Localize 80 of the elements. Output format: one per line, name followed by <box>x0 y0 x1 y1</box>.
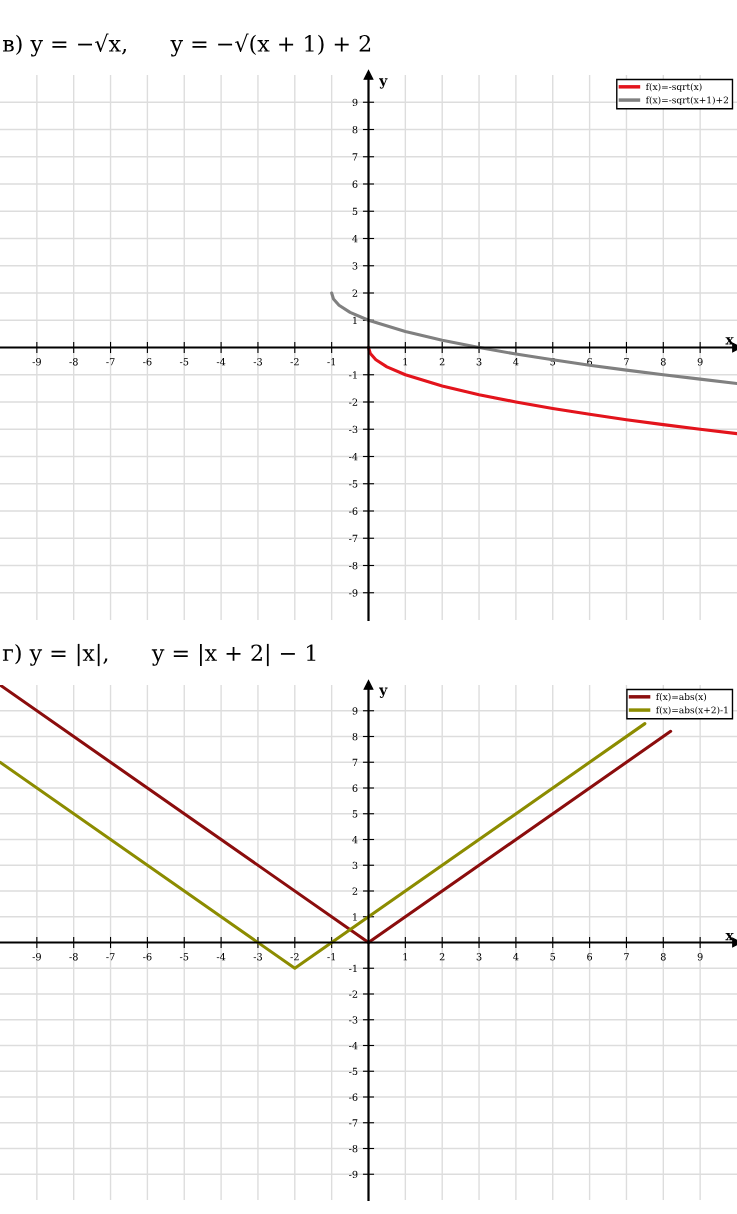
y-tick-label: 4 <box>352 835 358 844</box>
x-tick-label: -2 <box>290 358 299 366</box>
x-tick-label: -6 <box>143 358 152 366</box>
y-tick-label: 1 <box>353 316 357 324</box>
x-tick-label: -7 <box>106 358 115 366</box>
x-tick-label: 3 <box>476 358 482 366</box>
x-tick-label: -4 <box>216 358 226 366</box>
chart-title: в) y = −√x, y = −√(x + 1) + 2 <box>3 33 371 57</box>
y-tick-label: -1 <box>349 964 357 972</box>
y-tick-label: 5 <box>352 810 358 818</box>
x-tick-label: -8 <box>69 953 78 961</box>
x-tick-label: 9 <box>697 953 703 961</box>
y-tick-label: 7 <box>352 153 358 161</box>
y-tick-label: -9 <box>349 589 358 597</box>
x-tick-label: -1 <box>327 358 335 366</box>
y-tick-label: 3 <box>352 262 358 270</box>
x-tick-label: 4 <box>513 953 519 961</box>
y-tick-label: 3 <box>352 861 358 870</box>
y-tick-label: -6 <box>349 1093 358 1101</box>
y-axis-title: y <box>379 687 388 698</box>
x-tick-label: -5 <box>179 358 189 366</box>
y-tick-label: -5 <box>349 480 358 488</box>
y-tick-label: -7 <box>349 1119 358 1127</box>
y-tick-label: 4 <box>352 234 358 243</box>
x-tick-label: 2 <box>439 953 445 961</box>
x-tick-label: 9 <box>697 358 703 366</box>
x-tick-label: 4 <box>513 358 519 366</box>
y-tick-label: 9 <box>352 98 358 107</box>
x-tick-label: 8 <box>660 358 666 366</box>
y-tick-label: 9 <box>352 707 358 715</box>
y-tick-label: 2 <box>352 887 358 895</box>
x-axis-title: x <box>725 337 734 345</box>
x-tick-label: -6 <box>143 953 152 961</box>
y-tick-label: 7 <box>352 758 358 766</box>
x-tick-label: -3 <box>253 953 262 961</box>
x-tick-label: 3 <box>476 953 482 961</box>
x-tick-label: -5 <box>179 953 189 961</box>
y-tick-label: -6 <box>349 507 358 515</box>
y-tick-label: 8 <box>352 732 358 741</box>
y-tick-label: -5 <box>349 1067 358 1076</box>
x-tick-label: -3 <box>253 358 262 366</box>
x-tick-label: -1 <box>327 953 335 961</box>
legend-label: f(x)=-sqrt(x+1)+2 <box>646 96 728 106</box>
x-tick-label: 6 <box>587 953 593 961</box>
legend-label: f(x)=-sqrt(x) <box>646 83 702 92</box>
x-tick-label: -2 <box>290 953 299 961</box>
x-tick-label: 2 <box>439 358 445 366</box>
y-tick-label: -8 <box>349 561 358 570</box>
y-tick-label: -7 <box>349 534 358 542</box>
x-tick-label: -4 <box>216 953 226 961</box>
y-tick-label: 1 <box>353 913 357 921</box>
x-tick-label: 7 <box>624 953 629 961</box>
chart-title: г) y = |x|, y = |x + 2| − 1 <box>2 643 316 667</box>
y-tick-label: 6 <box>352 784 358 792</box>
x-tick-label: -7 <box>106 953 115 961</box>
y-tick-label: -3 <box>349 1016 358 1024</box>
x-axis-title: x <box>725 932 734 941</box>
y-axis-title: y <box>379 78 388 89</box>
x-tick-label: 1 <box>403 953 408 961</box>
y-tick-label: 8 <box>352 125 358 134</box>
y-tick-label: 5 <box>352 207 358 216</box>
y-tick-label: -4 <box>349 452 358 461</box>
y-tick-label: -2 <box>349 990 358 998</box>
y-tick-label: -8 <box>349 1144 358 1153</box>
y-tick-label: -9 <box>349 1170 358 1179</box>
y-tick-label: 2 <box>352 289 358 297</box>
legend-label: f(x)=abs(x) <box>656 693 707 702</box>
y-tick-label: -1 <box>349 371 357 379</box>
y-tick-label: 6 <box>352 180 358 188</box>
y-tick-label: -4 <box>349 1041 358 1050</box>
x-tick-label: 7 <box>624 358 629 366</box>
x-tick-label: -9 <box>32 358 41 366</box>
y-tick-label: -3 <box>349 425 358 434</box>
x-tick-label: -8 <box>69 358 78 366</box>
x-tick-label: 1 <box>403 358 408 366</box>
x-tick-label: 8 <box>660 953 666 961</box>
x-tick-label: -9 <box>32 953 41 961</box>
legend-label: f(x)=abs(x+2)-1 <box>656 706 728 715</box>
y-tick-label: -2 <box>349 398 358 406</box>
x-tick-label: 5 <box>550 953 556 961</box>
